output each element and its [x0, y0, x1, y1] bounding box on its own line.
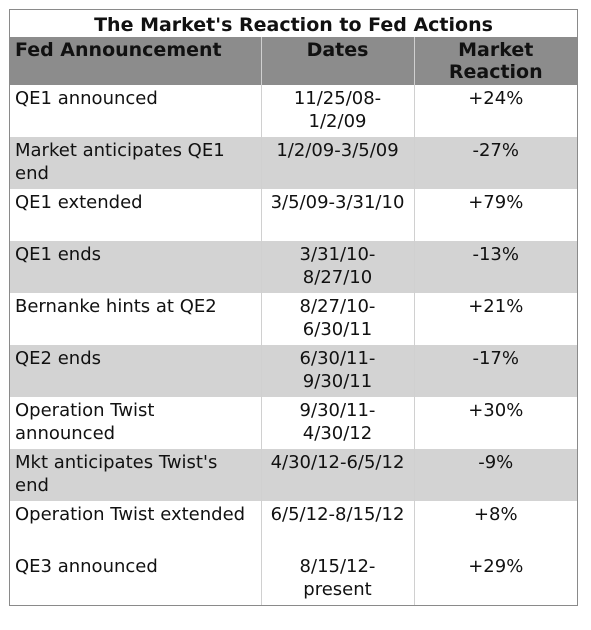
- announcement-cell: QE3 announced: [10, 553, 262, 605]
- table-row: Operation Twist announced 9/30/11-4/30/1…: [10, 397, 577, 449]
- reaction-cell: -17%: [414, 345, 577, 397]
- fed-actions-table-container: The Market's Reaction to Fed Actions Fed…: [9, 9, 578, 606]
- table-row: QE1 ends 3/31/10-8/27/10 -13%: [10, 241, 577, 293]
- table-row: Bernanke hints at QE2 8/27/10-6/30/11 +2…: [10, 293, 577, 345]
- table-row: QE1 announced 11/25/08-1/2/09 +24%: [10, 85, 577, 137]
- announcement-cell: Operation Twist extended: [10, 501, 262, 553]
- reaction-cell: +30%: [414, 397, 577, 449]
- dates-cell: 3/5/09-3/31/10: [261, 189, 415, 241]
- announcement-cell: QE1 announced: [10, 85, 262, 137]
- dates-cell: 3/31/10-8/27/10: [261, 241, 415, 293]
- table-row: Mkt anticipates Twist's end 4/30/12-6/5/…: [10, 449, 577, 501]
- reaction-cell: -9%: [414, 449, 577, 501]
- announcement-cell: QE2 ends: [10, 345, 262, 397]
- announcement-cell: QE1 ends: [10, 241, 262, 293]
- table-row: Market anticipates QE1 end 1/2/09-3/5/09…: [10, 137, 577, 189]
- announcement-cell: Market anticipates QE1 end: [10, 137, 262, 189]
- fed-actions-table: The Market's Reaction to Fed Actions Fed…: [10, 10, 577, 605]
- reaction-cell: +21%: [414, 293, 577, 345]
- dates-cell: 8/27/10-6/30/11: [261, 293, 415, 345]
- reaction-cell: -13%: [414, 241, 577, 293]
- announcement-cell: Operation Twist announced: [10, 397, 262, 449]
- announcement-cell: Bernanke hints at QE2: [10, 293, 262, 345]
- dates-cell: 11/25/08-1/2/09: [261, 85, 415, 137]
- dates-cell: 8/15/12-present: [261, 553, 415, 605]
- reaction-cell: +8%: [414, 501, 577, 553]
- dates-cell: 6/30/11-9/30/11: [261, 345, 415, 397]
- reaction-cell: -27%: [414, 137, 577, 189]
- reaction-cell: +24%: [414, 85, 577, 137]
- table-row: QE1 extended 3/5/09-3/31/10 +79%: [10, 189, 577, 241]
- header-row: Fed Announcement Dates Market Reaction: [10, 37, 577, 85]
- announcement-cell: QE1 extended: [10, 189, 262, 241]
- dates-cell: 6/5/12-8/15/12: [261, 501, 415, 553]
- table-row: QE2 ends 6/30/11-9/30/11 -17%: [10, 345, 577, 397]
- header-fed-announcement: Fed Announcement: [10, 37, 262, 85]
- announcement-cell: Mkt anticipates Twist's end: [10, 449, 262, 501]
- header-market-reaction: Market Reaction: [414, 37, 577, 85]
- table-row: Operation Twist extended 6/5/12-8/15/12 …: [10, 501, 577, 553]
- reaction-cell: +29%: [414, 553, 577, 605]
- reaction-cell: +79%: [414, 189, 577, 241]
- dates-cell: 4/30/12-6/5/12: [261, 449, 415, 501]
- table-title: The Market's Reaction to Fed Actions: [94, 14, 493, 36]
- table-row: QE3 announced 8/15/12-present +29%: [10, 553, 577, 605]
- dates-cell: 9/30/11-4/30/12: [261, 397, 415, 449]
- dates-cell: 1/2/09-3/5/09: [261, 137, 415, 189]
- header-dates: Dates: [261, 37, 415, 85]
